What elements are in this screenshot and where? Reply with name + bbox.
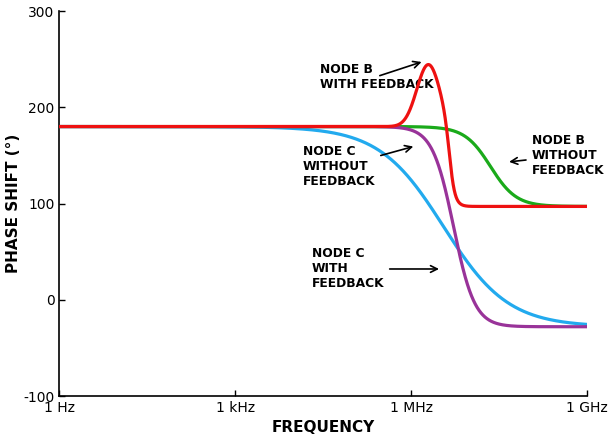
Text: NODE B
WITH FEEDBACK: NODE B WITH FEEDBACK (320, 61, 434, 90)
X-axis label: FREQUENCY: FREQUENCY (272, 420, 375, 435)
Y-axis label: PHASE SHIFT (°): PHASE SHIFT (°) (6, 134, 20, 273)
Text: NODE B
WITHOUT
FEEDBACK: NODE B WITHOUT FEEDBACK (511, 134, 604, 177)
Text: NODE C
WITHOUT
FEEDBACK: NODE C WITHOUT FEEDBACK (303, 146, 411, 188)
Text: NODE C
WITH
FEEDBACK: NODE C WITH FEEDBACK (312, 247, 437, 291)
